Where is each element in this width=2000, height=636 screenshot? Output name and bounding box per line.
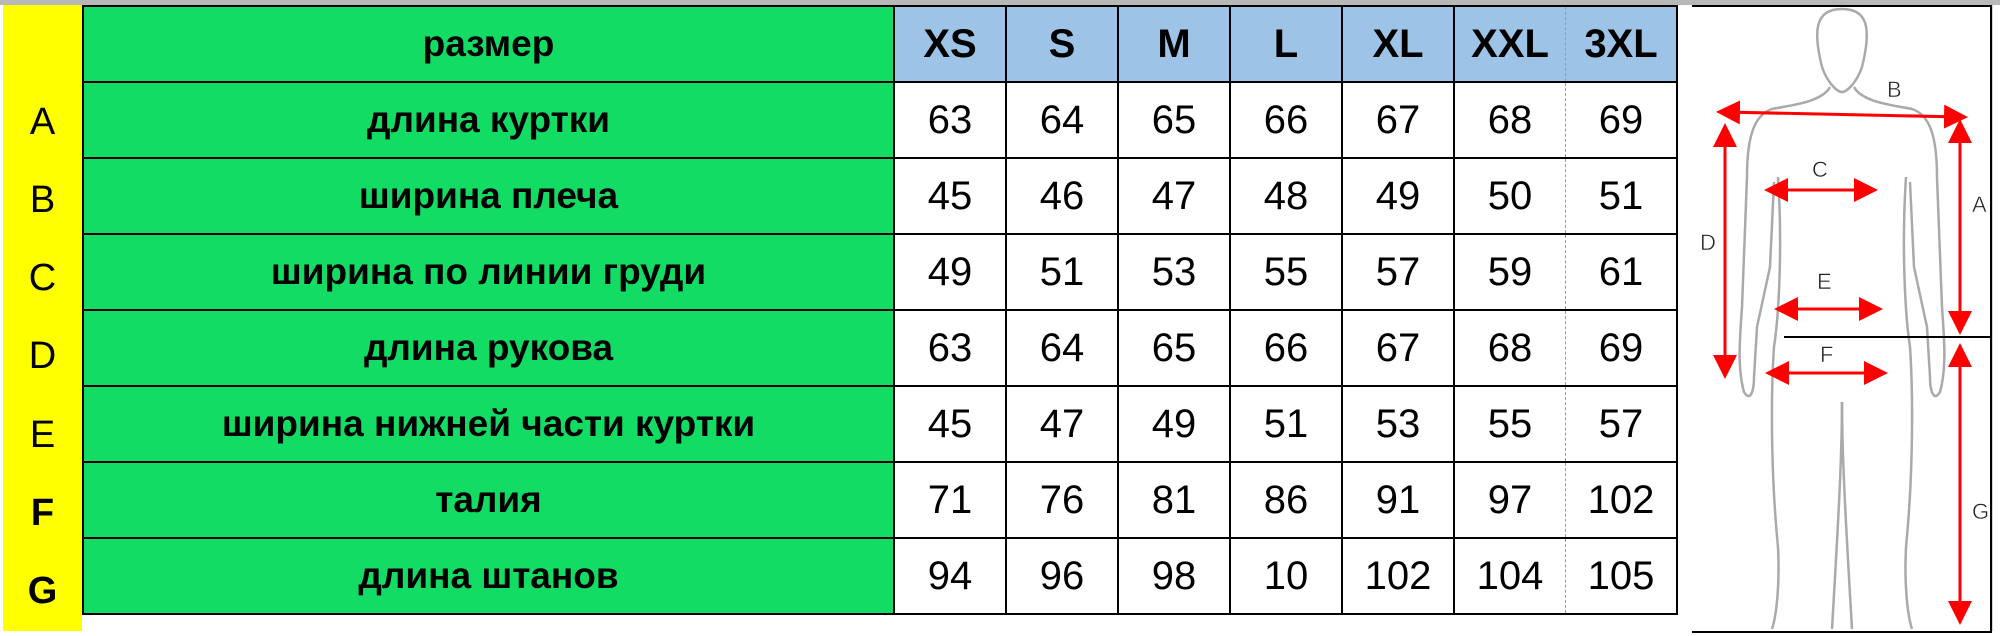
top-border <box>0 0 2000 5</box>
value-cell[interactable]: 47 <box>1117 157 1231 235</box>
value-cell[interactable]: 63 <box>893 309 1007 387</box>
value-cell[interactable]: 71 <box>893 461 1007 539</box>
value-cell[interactable]: 65 <box>1117 309 1231 387</box>
value-cell[interactable]: 57 <box>1341 233 1455 311</box>
value-cell[interactable]: 63 <box>893 81 1007 159</box>
measurement-label[interactable]: талия <box>82 461 895 539</box>
label-e: E <box>1817 269 1832 294</box>
value-cell[interactable]: 45 <box>893 157 1007 235</box>
value-cell[interactable]: 68 <box>1453 81 1566 159</box>
value-cell[interactable]: 69 <box>1565 309 1678 387</box>
body-outline <box>1738 7 1946 630</box>
row-letter: G <box>27 570 58 613</box>
size-header[interactable]: L <box>1229 5 1343 83</box>
value-cell[interactable]: 48 <box>1229 157 1343 235</box>
value-cell[interactable]: 68 <box>1453 309 1566 387</box>
measurement-label[interactable]: длина куртки <box>82 81 895 159</box>
value-cell[interactable]: 67 <box>1341 309 1455 387</box>
value-cell[interactable]: 66 <box>1229 81 1343 159</box>
value-cell[interactable]: 45 <box>893 385 1007 463</box>
value-cell[interactable]: 51 <box>1229 385 1343 463</box>
table-row: длина рукова 63 64 65 66 67 68 69 <box>82 309 1678 387</box>
measurement-label[interactable]: ширина по линии груди <box>82 233 895 311</box>
value-cell[interactable]: 53 <box>1341 385 1455 463</box>
value-cell[interactable]: 49 <box>1341 157 1455 235</box>
body-measurement-figure: B C A D E F G <box>1692 5 1992 633</box>
value-cell[interactable]: 102 <box>1565 461 1678 539</box>
row-letter: E <box>29 413 56 456</box>
value-cell[interactable]: 50 <box>1453 157 1566 235</box>
measurement-label[interactable]: ширина нижней части куртки <box>82 385 895 463</box>
value-cell[interactable]: 49 <box>1117 385 1231 463</box>
row-letter: F <box>30 492 55 534</box>
value-cell[interactable]: 94 <box>893 537 1007 615</box>
header-label-cell[interactable]: размер <box>82 5 895 83</box>
value-cell[interactable]: 81 <box>1117 461 1231 539</box>
measurement-label[interactable]: длина штанов <box>82 537 895 615</box>
label-a: A <box>1972 192 1987 217</box>
value-cell[interactable]: 76 <box>1005 461 1119 539</box>
size-header[interactable]: XS <box>893 5 1007 83</box>
arrow-b <box>1716 100 1968 129</box>
value-cell[interactable]: 86 <box>1229 461 1343 539</box>
size-header[interactable]: XXL <box>1453 5 1566 83</box>
size-header[interactable]: 3XL <box>1565 5 1678 83</box>
value-cell[interactable]: 55 <box>1453 385 1566 463</box>
value-cell[interactable]: 96 <box>1005 537 1119 615</box>
header-row: размер XS S M L XL XXL 3XL <box>82 5 1678 83</box>
size-header[interactable]: S <box>1005 5 1119 83</box>
value-cell[interactable]: 49 <box>893 233 1007 311</box>
size-header[interactable]: M <box>1117 5 1231 83</box>
value-cell[interactable]: 51 <box>1565 157 1678 235</box>
letter-column <box>3 5 82 631</box>
value-cell[interactable]: 64 <box>1005 309 1119 387</box>
table-row: талия 71 76 81 86 91 97 102 <box>82 461 1678 539</box>
table-row: длина штанов 94 96 98 10 102 104 105 <box>82 537 1678 615</box>
value-cell[interactable]: 51 <box>1005 233 1119 311</box>
value-cell[interactable]: 55 <box>1229 233 1343 311</box>
size-chart-table: размер XS S M L XL XXL 3XL длина куртки 6… <box>82 5 1678 615</box>
value-cell[interactable]: 69 <box>1565 81 1678 159</box>
value-cell[interactable]: 102 <box>1341 537 1455 615</box>
value-cell[interactable]: 57 <box>1565 385 1678 463</box>
row-letter: B <box>29 178 56 221</box>
measurement-label[interactable]: длина рукова <box>82 309 895 387</box>
value-cell[interactable]: 59 <box>1453 233 1566 311</box>
value-cell[interactable]: 105 <box>1565 537 1678 615</box>
value-cell[interactable]: 66 <box>1229 309 1343 387</box>
value-cell[interactable]: 98 <box>1117 537 1231 615</box>
measurement-arrows <box>1713 100 1972 625</box>
size-header[interactable]: XL <box>1341 5 1455 83</box>
table-row: ширина плеча 45 46 47 48 49 50 51 <box>82 157 1678 235</box>
value-cell[interactable]: 10 <box>1229 537 1343 615</box>
value-cell[interactable]: 97 <box>1453 461 1566 539</box>
table-row: ширина нижней части куртки 45 47 49 51 53 55 57 <box>82 385 1678 463</box>
value-cell[interactable]: 47 <box>1005 385 1119 463</box>
measurement-label[interactable]: ширина плеча <box>82 157 895 235</box>
value-cell[interactable]: 104 <box>1453 537 1566 615</box>
label-b: B <box>1887 77 1902 102</box>
row-letter: A <box>29 100 56 143</box>
value-cell[interactable]: 65 <box>1117 81 1231 159</box>
value-cell[interactable]: 67 <box>1341 81 1455 159</box>
value-cell[interactable]: 61 <box>1565 233 1678 311</box>
row-letter: D <box>28 335 57 378</box>
value-cell[interactable]: 46 <box>1005 157 1119 235</box>
spreadsheet-grid-edge <box>1992 5 2000 631</box>
label-c: C <box>1812 157 1828 182</box>
value-cell[interactable]: 91 <box>1341 461 1455 539</box>
table-row: длина куртки 63 64 65 66 67 68 69 <box>82 81 1678 159</box>
label-f: F <box>1820 342 1833 367</box>
value-cell[interactable]: 53 <box>1117 233 1231 311</box>
table-row: ширина по линии груди 49 51 53 55 57 59 61 <box>82 233 1678 311</box>
label-d: D <box>1700 230 1716 255</box>
body-silhouette-icon: B C A D E F G <box>1700 7 1990 630</box>
label-g: G <box>1972 499 1989 524</box>
row-letter: C <box>28 257 57 300</box>
value-cell[interactable]: 64 <box>1005 81 1119 159</box>
